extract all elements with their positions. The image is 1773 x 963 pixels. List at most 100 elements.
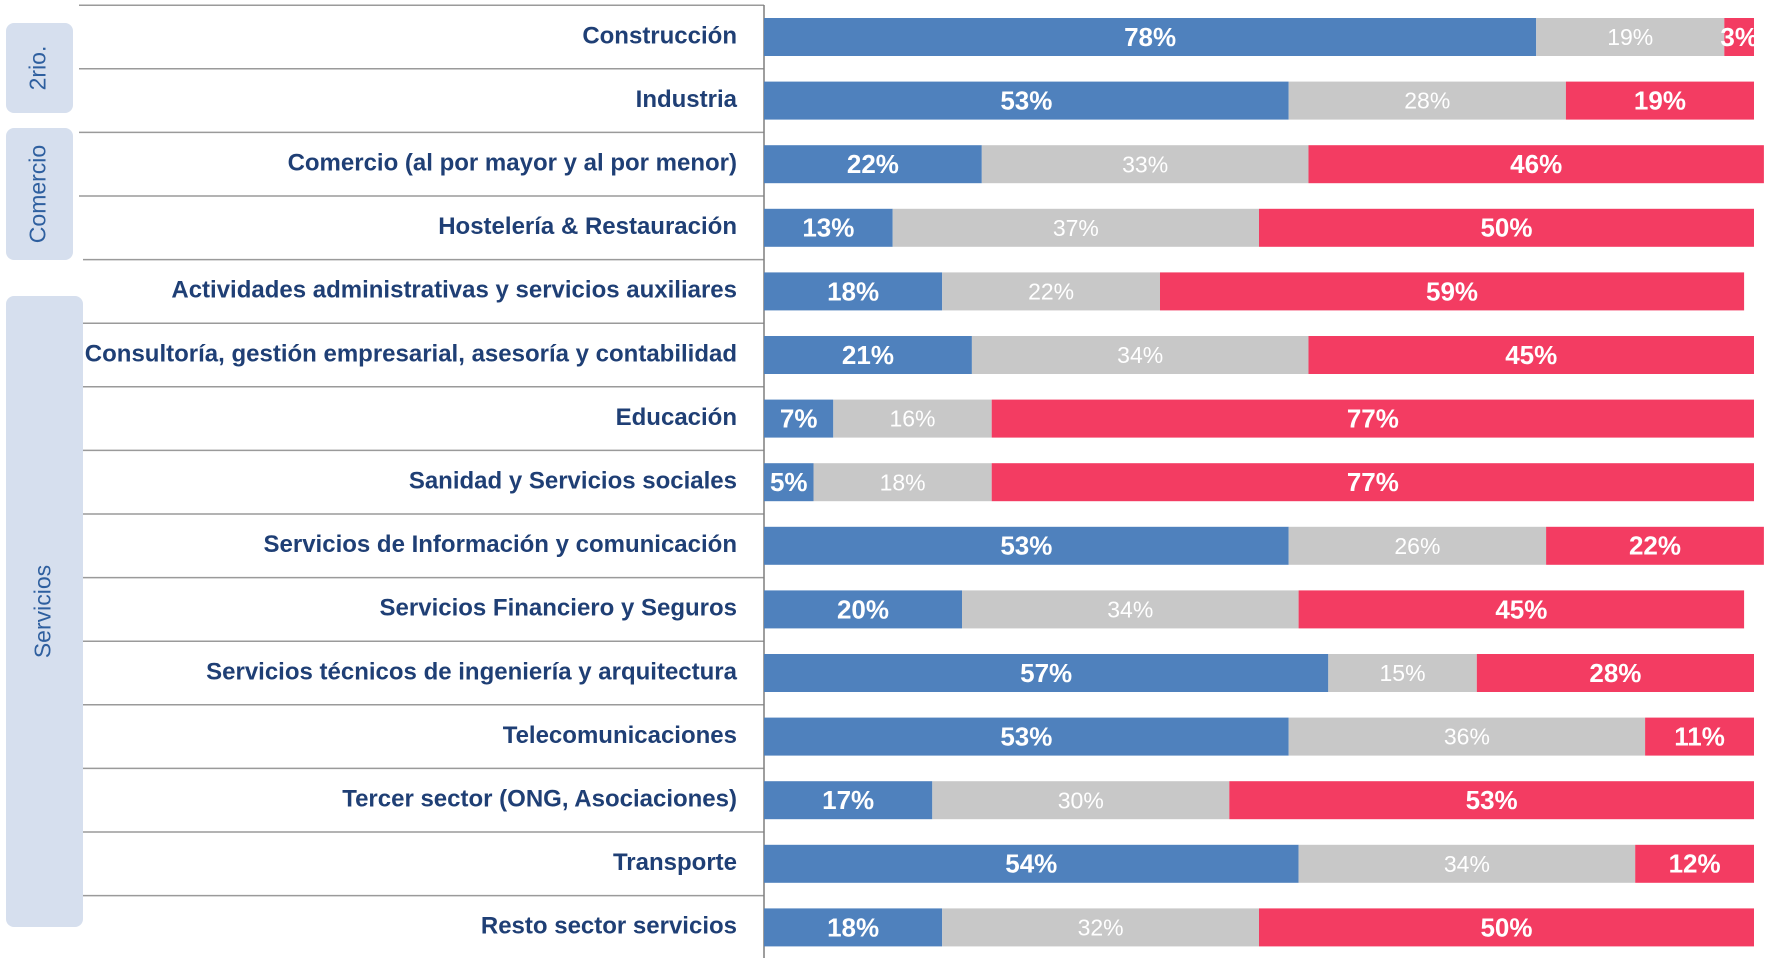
category-label: Tercer sector (ONG, Asociaciones) bbox=[342, 786, 737, 813]
value-label: 21% bbox=[842, 340, 894, 370]
value-label: 30% bbox=[1058, 787, 1104, 813]
bar-segment bbox=[1288, 81, 1566, 120]
category-label: Construcción bbox=[582, 22, 737, 49]
bar-segment bbox=[991, 463, 1754, 502]
group-box bbox=[6, 23, 73, 113]
bar-segment bbox=[1259, 908, 1754, 947]
bar-segment bbox=[764, 781, 933, 820]
bar-segment bbox=[764, 526, 1289, 565]
value-label: 20% bbox=[837, 594, 889, 624]
bar-segment bbox=[764, 463, 814, 502]
bar-segment bbox=[1259, 208, 1754, 247]
value-label: 77% bbox=[1347, 403, 1399, 433]
value-label: 22% bbox=[1028, 278, 1074, 304]
value-label: 53% bbox=[1000, 85, 1052, 115]
group-label: 2rio. bbox=[25, 46, 51, 91]
value-label: 18% bbox=[880, 469, 926, 495]
bar-segment bbox=[1288, 526, 1547, 565]
bar-segment bbox=[962, 590, 1299, 629]
group-label: Servicios bbox=[30, 565, 56, 658]
bar-segment bbox=[1229, 781, 1754, 820]
bar-segment bbox=[1308, 145, 1764, 184]
value-label: 53% bbox=[1000, 531, 1052, 561]
bar-segment bbox=[1645, 717, 1754, 756]
category-label: Hostelería & Restauración bbox=[438, 213, 737, 240]
category-label: Industria bbox=[636, 86, 738, 113]
category-label: Servicios técnicos de ingeniería y arqui… bbox=[206, 658, 738, 685]
value-label: 59% bbox=[1426, 276, 1478, 306]
bar-segment bbox=[764, 908, 943, 947]
bar-segment bbox=[1635, 844, 1754, 883]
value-label: 15% bbox=[1380, 660, 1426, 686]
value-label: 12% bbox=[1669, 849, 1721, 879]
category-label: Servicios Financiero y Seguros bbox=[380, 595, 737, 622]
value-label: 46% bbox=[1510, 149, 1562, 179]
category-label: Sanidad y Servicios sociales bbox=[409, 468, 737, 495]
bar-segment bbox=[892, 208, 1259, 247]
value-label: 34% bbox=[1117, 342, 1163, 368]
group-box bbox=[6, 128, 73, 260]
value-label: 16% bbox=[889, 406, 935, 432]
value-label: 34% bbox=[1444, 851, 1490, 877]
bar-segment bbox=[764, 717, 1289, 756]
value-label: 18% bbox=[827, 276, 879, 306]
value-label: 53% bbox=[1466, 785, 1518, 815]
bar-segment bbox=[1724, 18, 1754, 56]
group-label: Comercio bbox=[25, 145, 51, 243]
bar-segment bbox=[942, 272, 1160, 311]
bar-segment bbox=[764, 654, 1329, 692]
value-label: 19% bbox=[1607, 24, 1653, 50]
value-label: 26% bbox=[1394, 533, 1440, 559]
value-label: 57% bbox=[1020, 658, 1072, 688]
bar-segment bbox=[1160, 272, 1745, 311]
category-label: Actividades administrativas y servicios … bbox=[171, 277, 737, 304]
value-label: 22% bbox=[1629, 531, 1681, 561]
value-label: 36% bbox=[1444, 724, 1490, 750]
value-label: 3% bbox=[1720, 22, 1758, 52]
value-label: 33% bbox=[1122, 151, 1168, 177]
bar-segment bbox=[764, 18, 1537, 56]
category-label: Telecomunicaciones bbox=[503, 722, 737, 749]
bar-segment bbox=[991, 399, 1754, 438]
value-label: 7% bbox=[780, 403, 818, 433]
category-label: Educación bbox=[616, 404, 737, 431]
bar-segment bbox=[942, 908, 1259, 947]
bar-segment bbox=[971, 336, 1309, 374]
value-label: 45% bbox=[1495, 594, 1547, 624]
value-label: 11% bbox=[1674, 721, 1725, 751]
value-label: 28% bbox=[1589, 658, 1641, 688]
value-label: 18% bbox=[827, 912, 879, 942]
bar-segment bbox=[981, 145, 1309, 184]
bar-segment bbox=[1546, 526, 1764, 565]
bar-segment bbox=[1298, 844, 1636, 883]
bar-segment bbox=[1476, 654, 1754, 692]
bar-segment bbox=[764, 145, 982, 184]
category-label: Resto sector servicios bbox=[481, 913, 737, 940]
value-label: 34% bbox=[1107, 596, 1153, 622]
bar-segment bbox=[764, 590, 962, 629]
bar-segment bbox=[1308, 336, 1754, 374]
bar-segment bbox=[1298, 590, 1745, 629]
bar-segment bbox=[833, 399, 992, 438]
bar-segment bbox=[764, 399, 834, 438]
value-label: 45% bbox=[1505, 340, 1557, 370]
value-label: 19% bbox=[1634, 85, 1686, 115]
bar-segment bbox=[932, 781, 1230, 820]
bar-segment bbox=[764, 844, 1299, 883]
category-label: Servicios de Información y comunicación bbox=[264, 531, 737, 558]
value-label: 78% bbox=[1124, 22, 1176, 52]
bar-segment bbox=[1565, 81, 1754, 120]
value-label: 32% bbox=[1078, 914, 1124, 940]
category-label: Transporte bbox=[613, 849, 737, 876]
value-label: 13% bbox=[802, 213, 854, 243]
category-label: Comercio (al por mayor y al por menor) bbox=[288, 150, 737, 177]
value-label: 77% bbox=[1347, 467, 1399, 497]
value-label: 50% bbox=[1480, 912, 1532, 942]
bar-segment bbox=[764, 336, 972, 374]
bar-segment bbox=[764, 272, 943, 311]
value-label: 22% bbox=[847, 149, 899, 179]
value-label: 37% bbox=[1053, 215, 1099, 241]
value-label: 17% bbox=[822, 785, 874, 815]
